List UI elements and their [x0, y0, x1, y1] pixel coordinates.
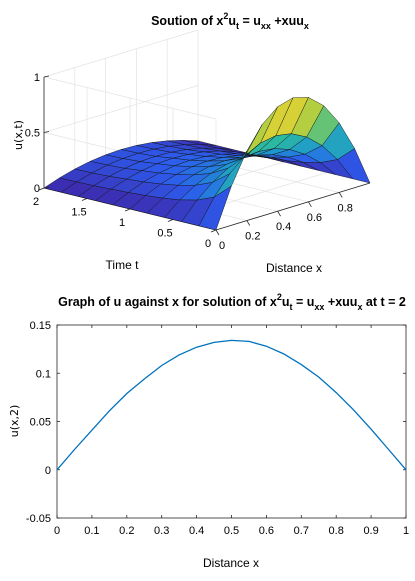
surface-zlabel: u(x,t) — [12, 120, 25, 150]
surface-ztick-mark — [43, 186, 50, 189]
line-ytick-label: 0.1 — [36, 368, 51, 380]
surface-ytick-label: 1.5 — [71, 207, 86, 219]
surface-ytick-mark — [167, 219, 174, 222]
line-xtick-label: 0.4 — [189, 525, 204, 537]
surface-ytick-label: 1 — [119, 217, 125, 229]
line-xtick-label: 0.2 — [119, 525, 134, 537]
surface-xtick-mark — [215, 229, 220, 236]
surface-gridline-z-back — [43, 85, 199, 133]
line-xtick-label: 0.7 — [294, 525, 309, 537]
line-xtick-label: 0.6 — [259, 525, 274, 537]
line-xtick-label: 0 — [54, 525, 60, 537]
line-ytick-label: 0.15 — [30, 320, 51, 332]
surface-xtick-mark — [246, 220, 251, 226]
surface-ytick-mark — [81, 198, 88, 201]
surface-xtick-label: 0.6 — [307, 212, 322, 224]
line-xtick-label: 0.8 — [329, 525, 344, 537]
surface-ztick-mark — [43, 131, 50, 133]
surface-xlabel: Distance x — [266, 261, 322, 275]
line-ticks: 0 0.1 0.2 0.3 0.4 0.5 0.6 0.7 0.8 0.9 1-0.0500.050… — [26, 320, 409, 537]
surface-xtick-label: 0 — [219, 240, 225, 252]
surface-ztick-label: 1 — [34, 72, 40, 84]
line-chart: Graph of u against x for solution of x2u… — [8, 292, 409, 570]
surface-ylabel: Time t — [106, 258, 140, 272]
surface-xtick-label: 0.2 — [245, 231, 260, 243]
surface-ytick-mark — [124, 208, 131, 212]
line-xtick-label: 0.1 — [84, 525, 99, 537]
surface-ytick-mark — [210, 229, 217, 233]
surface-xtick-mark — [308, 201, 312, 208]
line-xtick-label: 0.5 — [224, 525, 239, 537]
surface-patch — [43, 177, 78, 193]
line-ytick-label: 0 — [45, 465, 51, 477]
line-xtick-label: 0.9 — [363, 525, 378, 537]
surface-ytick-mark — [38, 187, 45, 191]
surface-ztick-mark — [43, 75, 50, 78]
surface-chart: Soution of x2ut = uxx +xuux 0 0.2 0.4 0.6 0.… — [12, 11, 371, 275]
surface-xtick-label: 0.4 — [276, 221, 291, 233]
surface-title: Soution of x2ut = uxx +xuux — [151, 11, 309, 31]
surface-ytick-label: 2 — [33, 196, 39, 208]
line-ytick-label: 0.05 — [30, 417, 51, 429]
line-xlabel: Distance x — [203, 556, 259, 570]
line-xtick-label: 0.3 — [154, 525, 169, 537]
line-ylabel: u(x,2) — [8, 405, 21, 438]
surface-gridline-z-back — [43, 29, 199, 78]
line-plot-box — [56, 324, 407, 519]
surface-ztick-label: 0 — [34, 183, 40, 195]
surface-ztick-label: 0.5 — [25, 128, 40, 140]
surface-axis-x — [215, 182, 371, 231]
line-ytick-label: -0.05 — [26, 513, 51, 525]
surface-mesh — [43, 97, 371, 231]
surface-xtick-mark — [338, 192, 343, 198]
line-title: Graph of u against x for solution of x2u… — [58, 292, 406, 312]
surface-ytick-label: 0.5 — [157, 228, 172, 240]
surface-xtick-label: 0.8 — [338, 202, 353, 214]
line-xtick-label: 1 — [403, 525, 409, 537]
line-series — [56, 339, 407, 471]
surface-xtick-mark — [277, 210, 281, 217]
surface-ytick-label: 0 — [205, 238, 211, 250]
